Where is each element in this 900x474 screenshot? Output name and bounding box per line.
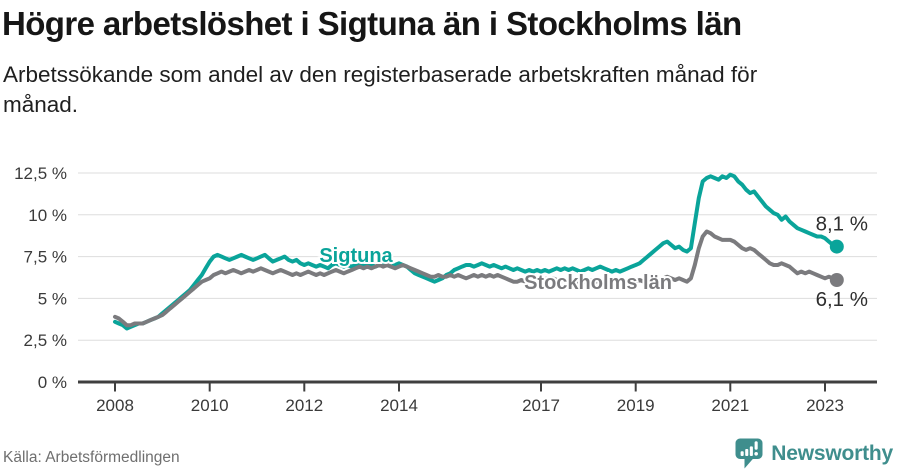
y-tick-label: 5 % xyxy=(38,289,67,308)
newsworthy-logo[interactable]: Newsworthy xyxy=(734,437,893,470)
end-value-label-stockholms-lan: 6,1 % xyxy=(816,288,868,311)
bar-medium xyxy=(745,449,749,456)
speech-bubble-shape xyxy=(735,438,763,469)
grid-layer: 0 % 2,5 % 5 % 7,5 % 10 % 12,5 % xyxy=(14,164,877,392)
chart-subtitle-line-2: månad. xyxy=(3,92,79,117)
y-tick-label: 12,5 % xyxy=(14,164,67,183)
annotation-layer: Sigtuna 8,1 % Stockholms län 6,1 % xyxy=(317,213,868,311)
exclamation-dot xyxy=(754,452,759,456)
y-tick-label: 10 % xyxy=(28,206,67,225)
x-tick-label: 2021 xyxy=(711,396,749,415)
x-tick-label: 2017 xyxy=(522,396,560,415)
x-tick-label: 2014 xyxy=(380,396,418,415)
series-label-sigtuna: Sigtuna xyxy=(319,245,393,267)
x-tick-label: 2008 xyxy=(96,396,134,415)
series-layer xyxy=(113,172,839,331)
x-tick-label: 2019 xyxy=(617,396,655,415)
x-tick-label: 2012 xyxy=(285,396,323,415)
source-note: Källa: Arbetsförmedlingen xyxy=(3,449,180,466)
x-tick-label: 2010 xyxy=(191,396,229,415)
chart-title: Högre arbetslöshet i Sigtuna än i Stockh… xyxy=(2,5,742,42)
exclamation-stem xyxy=(754,441,758,450)
end-dot-sigtuna xyxy=(829,239,844,254)
series-line-stockholms-lan xyxy=(113,229,839,328)
chart-subtitle-line-1: Arbetssökande som andel av den registerb… xyxy=(3,62,758,87)
y-tick-label: 0 % xyxy=(38,373,67,392)
newsworthy-icon xyxy=(735,438,763,469)
y-tick-label: 2,5 % xyxy=(24,331,67,350)
axis-layer: 2008 2010 2012 2014 2017 2019 2021 2023 xyxy=(78,380,877,415)
bar-small xyxy=(740,451,744,456)
bar-large xyxy=(750,446,754,456)
end-value-label-sigtuna: 8,1 % xyxy=(816,213,868,236)
chart-subtitle: Arbetssökande som andel av den registerb… xyxy=(3,60,757,120)
newsworthy-wordmark: Newsworthy xyxy=(771,441,893,465)
x-tick-label: 2023 xyxy=(806,396,844,415)
end-dot-stockholms-lan xyxy=(829,273,844,287)
y-tick-label: 7,5 % xyxy=(24,248,67,267)
series-line-sigtuna xyxy=(113,172,839,331)
series-label-stockholms-lan: Stockholms län xyxy=(524,272,672,294)
